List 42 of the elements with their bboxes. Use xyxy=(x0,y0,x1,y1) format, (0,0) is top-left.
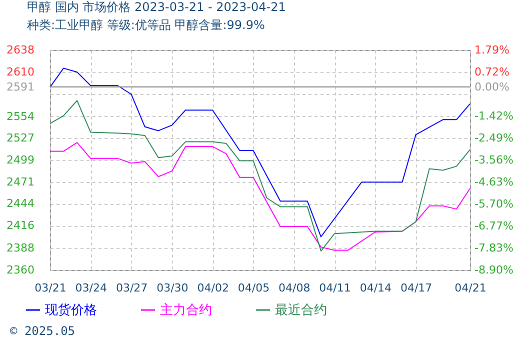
y2-tick-label: 1.79% xyxy=(474,44,510,56)
y-tick-label: 2499 xyxy=(6,154,34,166)
chart-title: 甲醇 国内 市场价格 2023-03-21 - 2023-04-21 xyxy=(27,0,286,14)
x-tick-label: 03/27 xyxy=(116,282,148,294)
x-tick-label: 04/17 xyxy=(400,282,432,294)
text: © 2025.05 xyxy=(10,324,76,338)
y-tick-label: 2610 xyxy=(6,66,34,79)
legend-label: 最近合约 xyxy=(275,303,327,318)
legend-label: 现货价格 xyxy=(45,303,97,318)
y-tick-label: 2527 xyxy=(6,131,34,144)
y-tick-label: 2554 xyxy=(6,110,34,123)
y2-tick-label: -6.77% xyxy=(474,220,514,233)
y2-tick-label: -1.42% xyxy=(474,110,514,123)
y2-tick-label: 0.72% xyxy=(474,66,510,79)
y-tick-label: 2360 xyxy=(6,264,34,276)
y-tick-label: 2416 xyxy=(6,219,34,232)
y-tick-label: 2471 xyxy=(6,176,34,189)
y2-tick-label: -2.49% xyxy=(474,132,514,145)
legend-label: 主力合约 xyxy=(160,302,212,318)
y2-tick-label: -4.63% xyxy=(474,176,514,189)
y2-tick-label: -8.90% xyxy=(474,264,514,276)
y2-tick-label: -5.70% xyxy=(474,198,514,211)
y-tick-label: 2388 xyxy=(6,241,34,254)
line-series xyxy=(50,68,470,238)
x-tick-label: 04/08 xyxy=(278,282,310,294)
y-tick-label: 2444 xyxy=(6,197,34,210)
x-tick-label: 04/11 xyxy=(319,282,351,294)
line-series xyxy=(50,142,470,251)
x-tick-label: 03/24 xyxy=(75,282,107,294)
y2-tick-label: 0.00% xyxy=(474,80,510,94)
line-series xyxy=(50,100,470,252)
x-tick-label: 04/02 xyxy=(197,282,229,294)
y-tick-label: 2638 xyxy=(6,44,34,56)
x-tick-label: 04/21 xyxy=(454,282,486,294)
x-tick-label: 03/21 xyxy=(34,282,66,294)
x-tick-label: 04/05 xyxy=(238,282,270,294)
y2-tick-label: -3.56% xyxy=(474,154,514,167)
x-tick-label: 03/30 xyxy=(156,282,188,294)
y-tick-label: 2591 xyxy=(6,80,34,94)
chart-subtitle: 种类:工业甲醇 等级:优等品 甲醇含量:99.9% xyxy=(27,18,265,32)
y2-tick-label: -7.83% xyxy=(474,241,514,254)
x-tick-label: 04/14 xyxy=(360,282,392,294)
